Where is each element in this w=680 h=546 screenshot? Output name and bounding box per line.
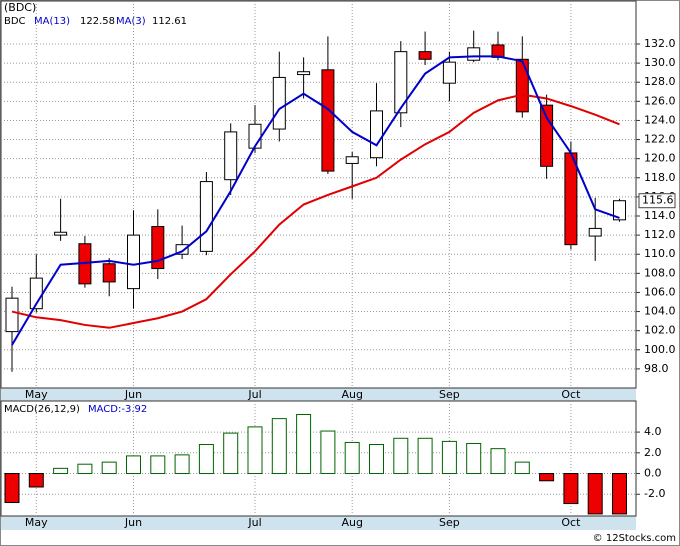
watermark: © 12Stocks.com: [593, 533, 676, 544]
candle-body: [321, 69, 335, 172]
y-tick-label: 106.0: [644, 285, 676, 298]
axis-band: [1, 516, 636, 530]
legend-value: 122.58: [80, 16, 115, 27]
x-tick-label: Jul: [247, 516, 261, 529]
candle-body: [588, 227, 602, 237]
candle-body: [297, 71, 311, 76]
y-tick-label: 118.0: [644, 171, 676, 184]
x-tick-label: May: [25, 388, 48, 401]
y-tick-label: 110.0: [644, 247, 676, 260]
candle-body: [467, 47, 481, 61]
symbol: BDC: [4, 16, 26, 27]
chart-title: (BDC): [4, 1, 36, 14]
x-tick-label: Oct: [561, 388, 581, 401]
macd-bar: [563, 473, 579, 505]
candle-body: [224, 131, 238, 181]
axis-band: [1, 388, 636, 401]
y-tick-label: 120.0: [644, 152, 676, 165]
macd-bar: [53, 467, 69, 475]
candle-body: [515, 58, 529, 113]
x-tick-label: Oct: [561, 516, 581, 529]
macd-value: MACD:-3.92: [88, 404, 147, 415]
y-tick-label: 112.0: [644, 228, 676, 241]
macd-bar: [247, 426, 263, 475]
x-tick-label: Jun: [124, 516, 142, 529]
candle-body: [54, 231, 68, 236]
macd-bar: [126, 455, 141, 475]
y-tick-label: 130.0: [644, 56, 676, 69]
macd-bar: [150, 455, 166, 475]
candle-body: [394, 51, 408, 114]
macd-bar: [393, 437, 409, 475]
y-tick-label: 122.0: [644, 133, 676, 146]
y-tick-label: 2.0: [644, 446, 662, 459]
macd-bar: [344, 441, 360, 475]
legend-value: 112.61: [152, 16, 187, 27]
candle-body: [564, 152, 578, 246]
macd-bar: [271, 418, 287, 475]
y-tick-label: 102.0: [644, 324, 676, 337]
y-tick-label: 108.0: [644, 266, 676, 279]
candle-body: [418, 51, 432, 60]
macd-bar: [101, 461, 117, 475]
price-panel: [0, 0, 637, 389]
y-tick-label: 126.0: [644, 94, 676, 107]
macd-bar: [612, 473, 627, 515]
y-tick-label: 132.0: [644, 37, 676, 50]
x-tick-label: Sep: [439, 516, 460, 529]
y-tick-label: 124.0: [644, 113, 676, 126]
candle-body: [370, 110, 383, 159]
macd-bar: [320, 430, 336, 475]
candle-body: [345, 156, 359, 164]
price-tag: [638, 193, 676, 209]
macd-bar: [369, 444, 384, 475]
candle-body: [199, 181, 213, 252]
x-tick-label: Jun: [124, 388, 142, 401]
macd-bar: [539, 473, 555, 482]
y-tick-label: 100.0: [644, 343, 676, 356]
macd-bar: [514, 461, 530, 475]
candle-body: [442, 61, 456, 84]
x-tick-label: Sep: [439, 388, 460, 401]
macd-bar: [466, 442, 482, 475]
macd-panel: [0, 400, 637, 517]
macd-bar: [296, 413, 312, 475]
macd-title: MACD(26,12,9): [4, 404, 80, 415]
x-tick-label: Aug: [341, 388, 362, 401]
candle-body: [272, 76, 286, 130]
candle-body: [127, 234, 140, 290]
macd-bar: [587, 473, 603, 515]
macd-bar: [28, 473, 44, 488]
legend-label: MA(3): [116, 16, 146, 27]
ma-line: [11, 93, 620, 329]
macd-bar: [490, 448, 506, 475]
y-tick-label: 0.0: [644, 467, 662, 480]
candle-body: [151, 226, 165, 270]
x-tick-label: Jul: [247, 388, 261, 401]
macd-bar: [223, 432, 239, 475]
macd-bar: [174, 454, 190, 475]
macd-bar: [77, 463, 93, 475]
candle-body: [5, 297, 19, 333]
x-tick-label: Aug: [341, 516, 362, 529]
ma-line: [11, 55, 620, 346]
macd-bar: [198, 444, 214, 475]
y-tick-label: 128.0: [644, 75, 676, 88]
y-tick-label: 114.0: [644, 209, 676, 222]
candle-body: [175, 244, 189, 255]
candle-body: [102, 263, 116, 283]
macd-bar: [441, 440, 457, 475]
candle-body: [540, 104, 554, 167]
macd-bar: [4, 473, 20, 504]
x-tick-label: May: [25, 516, 48, 529]
y-tick-label: 4.0: [644, 425, 662, 438]
price-tag-label: 115.6: [642, 194, 674, 207]
y-tick-label: -2.0: [644, 487, 665, 500]
y-tick-label: 104.0: [644, 305, 676, 318]
y-tick-label: 98.0: [644, 362, 669, 375]
candle-body: [613, 200, 626, 221]
legend-label: MA(13): [34, 16, 70, 27]
macd-bar: [417, 437, 433, 475]
